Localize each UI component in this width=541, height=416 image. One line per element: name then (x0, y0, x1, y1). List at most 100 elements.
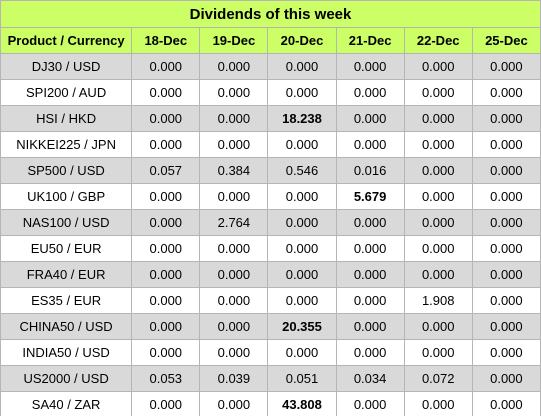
dividend-value-cell: 20.355 (267, 313, 337, 340)
product-cell: SPI200 / AUD (0, 79, 133, 106)
table-row: HSI / HKD 0.000 0.000 18.238 0.000 0.000 0.000 (0, 105, 541, 132)
dividend-value-cell: 0.000 (199, 261, 269, 288)
product-cell: NIKKEI225 / JPN (0, 131, 133, 158)
dividend-value-cell: 0.000 (199, 287, 269, 314)
dividend-value-cell: 0.000 (471, 79, 541, 106)
dividend-value-cell: 0.072 (403, 365, 473, 392)
dividend-value-cell: 0.000 (335, 79, 405, 106)
dividend-value-cell: 0.000 (131, 235, 201, 262)
dividend-value-cell: 0.000 (471, 209, 541, 236)
dividend-value-cell: 0.384 (199, 157, 269, 184)
dividend-value-cell: 0.000 (199, 131, 269, 158)
dividend-value-cell: 0.000 (471, 261, 541, 288)
header-row: Product / Currency 18-Dec 19-Dec 20-Dec … (0, 27, 541, 54)
dividend-value-cell: 0.000 (131, 209, 201, 236)
title-row: Dividends of this week (0, 0, 541, 28)
product-cell: SA40 / ZAR (0, 391, 133, 416)
product-cell: ES35 / EUR (0, 287, 133, 314)
dividend-value-cell: 0.000 (403, 105, 473, 132)
dividend-value-cell: 0.000 (335, 209, 405, 236)
dividend-value-cell: 0.000 (335, 339, 405, 366)
dividend-value-cell: 0.053 (131, 365, 201, 392)
dividend-value-cell: 0.000 (403, 157, 473, 184)
column-header-date: 18-Dec (131, 27, 201, 54)
table-row: SPI200 / AUD 0.000 0.000 0.000 0.000 0.000 0.0… (0, 79, 541, 106)
product-cell: DJ30 / USD (0, 53, 133, 80)
dividend-value-cell: 0.000 (403, 183, 473, 210)
dividend-value-cell: 0.057 (131, 157, 201, 184)
table-row: FRA40 / EUR 0.000 0.000 0.000 0.000 0.000 0.00… (0, 261, 541, 288)
table-row: US2000 / USD 0.053 0.039 0.051 0.034 0.072 0.0… (0, 365, 541, 392)
dividend-value-cell: 0.000 (131, 261, 201, 288)
dividend-value-cell: 0.000 (267, 235, 337, 262)
dividend-value-cell: 0.000 (471, 313, 541, 340)
dividend-value-cell: 0.000 (335, 287, 405, 314)
dividend-value-cell: 0.000 (199, 183, 269, 210)
product-cell: NAS100 / USD (0, 209, 133, 236)
dividend-value-cell: 0.000 (403, 79, 473, 106)
dividend-value-cell: 0.000 (471, 183, 541, 210)
product-cell: HSI / HKD (0, 105, 133, 132)
dividend-value-cell: 0.000 (199, 339, 269, 366)
dividend-value-cell: 0.000 (199, 313, 269, 340)
dividend-value-cell: 0.546 (267, 157, 337, 184)
dividend-value-cell: 0.000 (335, 313, 405, 340)
product-cell: UK100 / GBP (0, 183, 133, 210)
dividend-value-cell: 0.000 (131, 131, 201, 158)
table-title: Dividends of this week (0, 0, 541, 28)
dividend-value-cell: 0.016 (335, 157, 405, 184)
dividend-value-cell: 0.000 (131, 391, 201, 416)
dividend-value-cell: 0.000 (471, 105, 541, 132)
dividend-value-cell: 0.000 (335, 391, 405, 416)
dividend-value-cell: 0.000 (131, 339, 201, 366)
dividend-value-cell: 5.679 (335, 183, 405, 210)
dividend-value-cell: 0.000 (403, 131, 473, 158)
dividend-value-cell: 0.000 (471, 53, 541, 80)
dividend-value-cell: 0.000 (403, 235, 473, 262)
product-cell: SP500 / USD (0, 157, 133, 184)
dividend-value-cell: 0.000 (403, 53, 473, 80)
dividend-value-cell: 0.000 (403, 391, 473, 416)
table-row: DJ30 / USD 0.000 0.000 0.000 0.000 0.000 0.000 (0, 53, 541, 80)
column-header-date: 22-Dec (403, 27, 473, 54)
dividend-value-cell: 0.000 (403, 261, 473, 288)
dividend-value-cell: 0.000 (267, 261, 337, 288)
dividend-value-cell: 0.000 (335, 53, 405, 80)
table-row: INDIA50 / USD 0.000 0.000 0.000 0.000 0.000 0.… (0, 339, 541, 366)
dividend-value-cell: 0.000 (471, 157, 541, 184)
dividend-value-cell: 0.000 (267, 79, 337, 106)
dividend-value-cell: 0.000 (199, 391, 269, 416)
table-row: UK100 / GBP 0.000 0.000 0.000 5.679 0.000 0.00… (0, 183, 541, 210)
dividend-value-cell: 0.000 (471, 365, 541, 392)
dividend-value-cell: 0.000 (267, 287, 337, 314)
dividend-value-cell: 18.238 (267, 105, 337, 132)
product-cell: US2000 / USD (0, 365, 133, 392)
product-cell: INDIA50 / USD (0, 339, 133, 366)
dividend-value-cell: 1.908 (403, 287, 473, 314)
dividend-value-cell: 0.000 (471, 131, 541, 158)
dividend-value-cell: 0.039 (199, 365, 269, 392)
dividend-value-cell: 0.000 (131, 287, 201, 314)
dividend-value-cell: 0.000 (335, 261, 405, 288)
dividend-value-cell: 0.000 (131, 79, 201, 106)
dividend-value-cell: 0.000 (199, 235, 269, 262)
column-header-product: Product / Currency (0, 27, 133, 54)
table-row: NAS100 / USD 0.000 2.764 0.000 0.000 0.000 0.0… (0, 209, 541, 236)
table-row: ES35 / EUR 0.000 0.000 0.000 0.000 1.908 0.000 (0, 287, 541, 314)
dividend-value-cell: 0.000 (335, 131, 405, 158)
column-header-date: 25-Dec (471, 27, 541, 54)
table-row: EU50 / EUR 0.000 0.000 0.000 0.000 0.000 0.000 (0, 235, 541, 262)
dividend-value-cell: 0.000 (403, 339, 473, 366)
dividend-value-cell: 0.000 (267, 339, 337, 366)
dividend-value-cell: 0.000 (335, 105, 405, 132)
column-header-date: 20-Dec (267, 27, 337, 54)
dividend-value-cell: 43.808 (267, 391, 337, 416)
dividend-value-cell: 0.000 (403, 209, 473, 236)
product-cell: FRA40 / EUR (0, 261, 133, 288)
dividend-value-cell: 0.000 (199, 105, 269, 132)
column-header-date: 21-Dec (335, 27, 405, 54)
dividend-value-cell: 0.000 (471, 235, 541, 262)
dividend-value-cell: 0.000 (471, 339, 541, 366)
table-row: NIKKEI225 / JPN 0.000 0.000 0.000 0.000 0.000… (0, 131, 541, 158)
